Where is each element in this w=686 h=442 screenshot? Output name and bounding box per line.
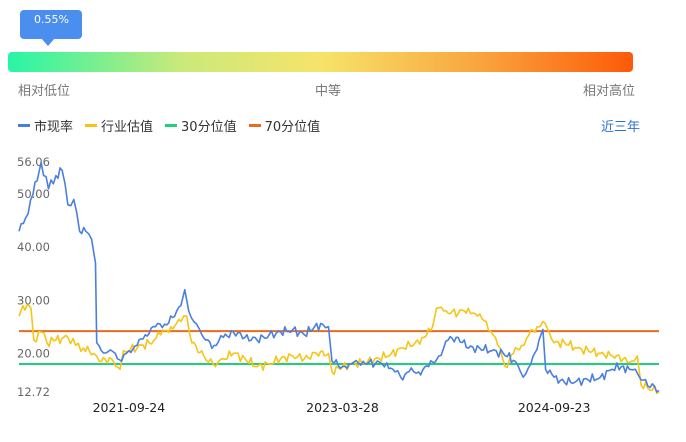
legend-item-pe[interactable]: 市现率 bbox=[18, 116, 73, 135]
legend-label-p30: 30分位值 bbox=[181, 120, 237, 135]
legend-swatch-industry bbox=[85, 124, 98, 127]
x-tick-label: 2024-09-23 bbox=[518, 400, 591, 415]
legend-swatch-p30 bbox=[165, 124, 178, 127]
scale-label-mid: 中等 bbox=[315, 84, 342, 99]
legend-label-industry: 行业估值 bbox=[101, 120, 154, 135]
y-tick-label: 12.72 bbox=[17, 385, 50, 399]
legend-swatch-pe bbox=[18, 124, 30, 127]
y-tick-label: 40.00 bbox=[17, 240, 50, 254]
chart-legend: 市现率 行业估值 30分位值 70分位值 bbox=[18, 116, 320, 135]
pe-ratio-series-line bbox=[18, 161, 660, 393]
y-tick-label: 56.06 bbox=[17, 155, 50, 169]
industry-valuation-series-line bbox=[18, 304, 660, 395]
legend-label-pe: 市现率 bbox=[34, 120, 74, 135]
legend-item-p30[interactable]: 30分位值 bbox=[165, 116, 237, 135]
x-tick-label: 2023-03-28 bbox=[306, 400, 379, 415]
scale-label-low: 相对低位 bbox=[18, 84, 71, 99]
percentile-tooltip: 0.55% bbox=[20, 10, 83, 46]
legend-item-industry[interactable]: 行业估值 bbox=[85, 116, 153, 135]
y-tick-label: 30.00 bbox=[17, 293, 50, 307]
legend-label-p70: 70分位值 bbox=[264, 120, 321, 135]
range-selector-button[interactable]: 近三年 bbox=[600, 120, 640, 135]
legend-swatch-p70 bbox=[248, 124, 261, 127]
x-tick-label: 2021-09-24 bbox=[93, 400, 166, 415]
scale-label-high: 相对高位 bbox=[583, 84, 636, 99]
legend-item-p70[interactable]: 70分位值 bbox=[248, 116, 321, 135]
y-tick-label: 20.00 bbox=[17, 346, 50, 360]
valuation-gradient-bar bbox=[8, 52, 633, 72]
